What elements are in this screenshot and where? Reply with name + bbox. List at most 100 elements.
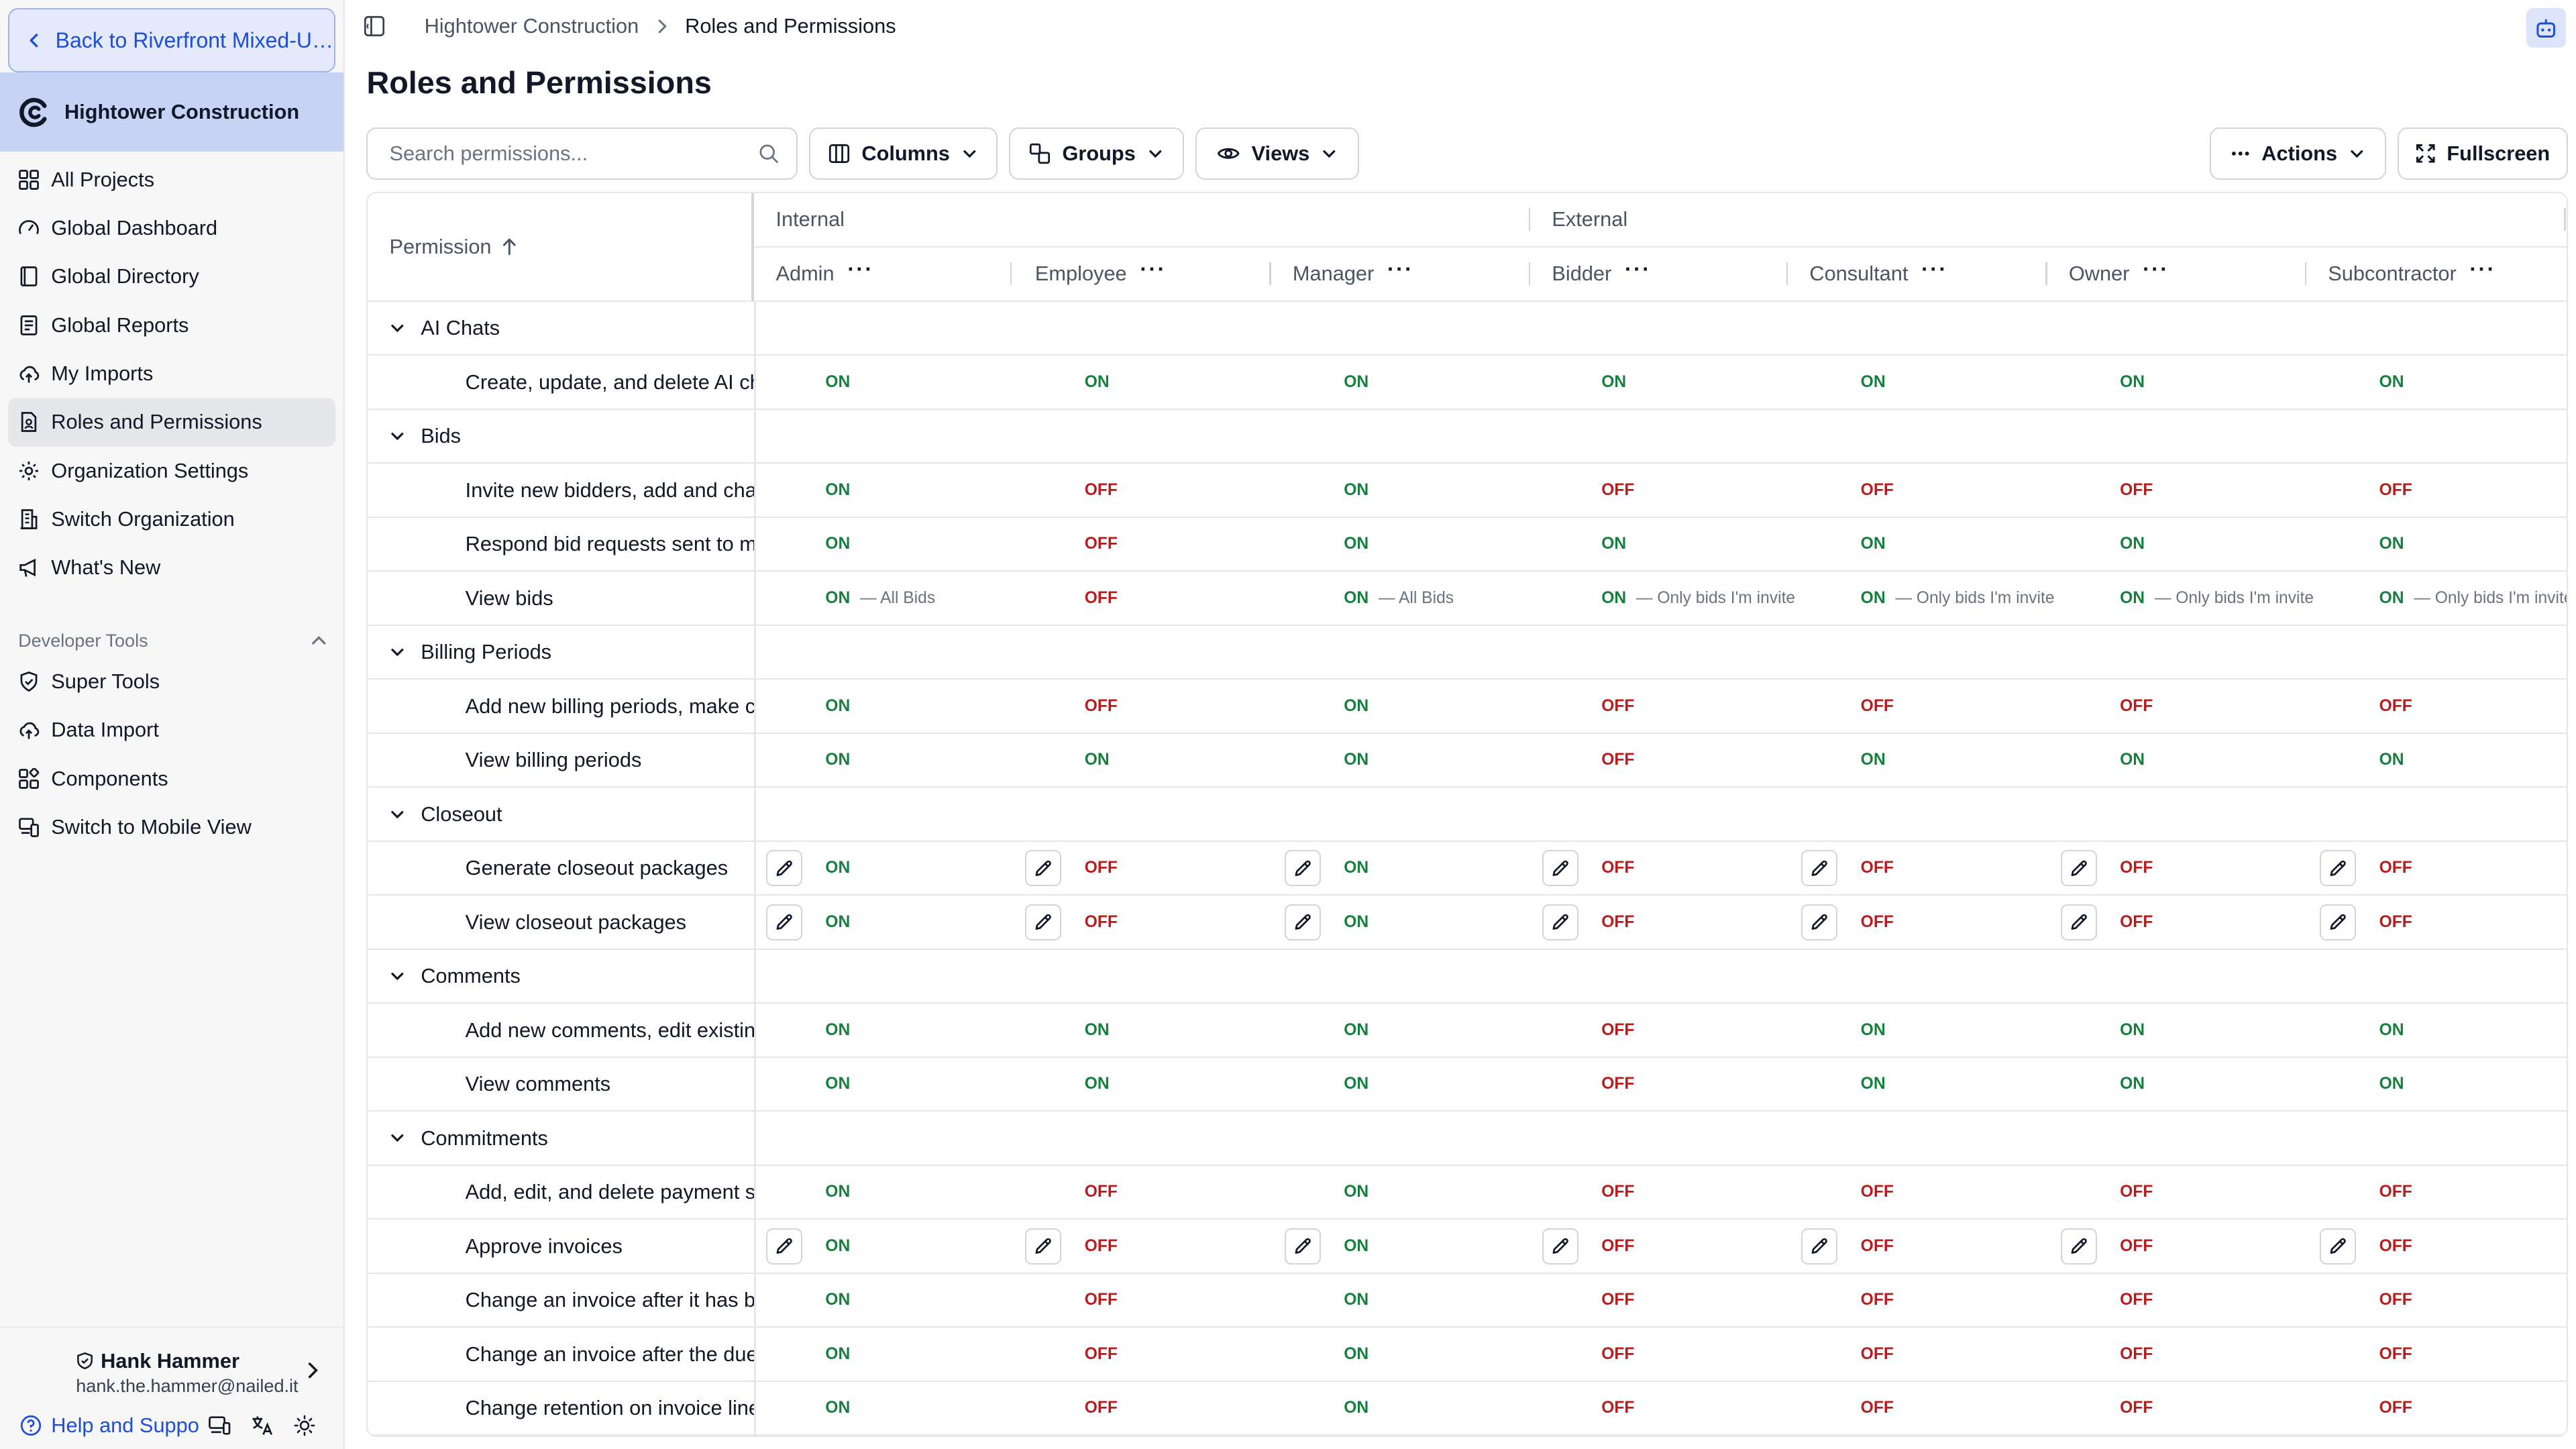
- role-header-subcontractor[interactable]: Subcontractor ···: [2306, 248, 2567, 302]
- help-and-support-link[interactable]: Help and Suppo: [20, 1413, 199, 1438]
- category-toggle[interactable]: Comments: [389, 950, 521, 1003]
- permission-value-cell[interactable]: OFF: [1861, 1382, 2076, 1435]
- sidebar-toggle-icon[interactable]: [364, 15, 385, 37]
- dev-item-super-tools[interactable]: Super Tools: [8, 657, 335, 706]
- permission-value-cell[interactable]: OFF: [2379, 1220, 2567, 1273]
- edit-permission-button[interactable]: [1284, 904, 1321, 941]
- permission-value-cell[interactable]: ON — Only bids I'm invite: [1601, 572, 1816, 625]
- permission-value-cell[interactable]: ON: [1085, 734, 1299, 787]
- category-row[interactable]: Comments: [368, 949, 2567, 1004]
- permission-value-cell[interactable]: ON: [1344, 1166, 1558, 1219]
- actions-button[interactable]: Actions: [2209, 127, 2386, 180]
- permission-value-cell[interactable]: ON: [1601, 356, 1816, 409]
- sidebar-item-my-imports[interactable]: My Imports: [8, 350, 335, 398]
- role-header-owner[interactable]: Owner ···: [2047, 248, 2307, 302]
- permission-value-cell[interactable]: OFF: [2379, 1382, 2567, 1435]
- permission-value-cell[interactable]: OFF: [2120, 1328, 2334, 1381]
- category-row[interactable]: Billing Periods: [368, 625, 2567, 680]
- edit-permission-button[interactable]: [765, 850, 802, 887]
- user-block[interactable]: Hank Hammer hank.the.hammer@nailed.it He…: [0, 1326, 343, 1449]
- permission-value-cell[interactable]: ON: [1601, 518, 1816, 571]
- role-header-employee[interactable]: Employee ···: [1013, 248, 1271, 302]
- columns-button[interactable]: Columns: [809, 127, 998, 180]
- permission-value-cell[interactable]: ON: [1344, 896, 1558, 949]
- fullscreen-button[interactable]: Fullscreen: [2398, 127, 2568, 180]
- sidebar-item-global-dashboard[interactable]: Global Dashboard: [8, 204, 335, 252]
- edit-permission-button[interactable]: [1025, 1228, 1062, 1265]
- edit-permission-button[interactable]: [1801, 904, 1838, 941]
- permission-value-cell[interactable]: OFF: [1861, 1220, 2076, 1273]
- permission-value-cell[interactable]: OFF: [2379, 464, 2567, 517]
- permission-value-cell[interactable]: ON: [1344, 1220, 1558, 1273]
- permission-value-cell[interactable]: ON: [1344, 734, 1558, 787]
- permission-value-cell[interactable]: OFF: [2379, 1166, 2567, 1219]
- edit-permission-button[interactable]: [2319, 850, 2357, 887]
- permission-value-cell[interactable]: ON: [825, 896, 1040, 949]
- permission-value-cell[interactable]: OFF: [1085, 1166, 1299, 1219]
- permission-value-cell[interactable]: OFF: [1601, 1058, 1816, 1111]
- permission-value-cell[interactable]: ON: [1344, 1058, 1558, 1111]
- permission-value-cell[interactable]: OFF: [1861, 896, 2076, 949]
- edit-permission-button[interactable]: [2060, 850, 2097, 887]
- permission-value-cell[interactable]: ON: [1861, 1058, 2076, 1111]
- permission-value-cell[interactable]: ON: [2120, 356, 2334, 409]
- permission-value-cell[interactable]: ON: [2120, 518, 2334, 571]
- devices-icon[interactable]: [208, 1415, 231, 1436]
- dev-item-components[interactable]: Components: [8, 754, 335, 802]
- category-row[interactable]: AI Chats: [368, 301, 2567, 356]
- breadcrumb-parent[interactable]: Hightower Construction: [424, 14, 639, 38]
- permission-value-cell[interactable]: ON — Only bids I'm invite: [2379, 572, 2567, 625]
- sidebar-item-switch-organization[interactable]: Switch Organization: [8, 495, 335, 543]
- permission-value-cell[interactable]: OFF: [1861, 1274, 2076, 1327]
- permission-value-cell[interactable]: OFF: [1601, 1382, 1816, 1435]
- permission-value-cell[interactable]: OFF: [2379, 1274, 2567, 1327]
- groups-button[interactable]: Groups: [1009, 127, 1184, 180]
- sidebar-item-all-projects[interactable]: All Projects: [8, 155, 335, 203]
- permission-value-cell[interactable]: ON: [825, 1328, 1040, 1381]
- permission-value-cell[interactable]: ON: [1344, 1004, 1558, 1057]
- developer-tools-header[interactable]: Developer Tools: [18, 627, 327, 653]
- permission-value-cell[interactable]: OFF: [2120, 680, 2334, 733]
- permission-value-cell[interactable]: ON: [2120, 734, 2334, 787]
- sun-icon[interactable]: [294, 1415, 315, 1436]
- permission-value-cell[interactable]: OFF: [1085, 842, 1299, 895]
- permission-value-cell[interactable]: ON: [1344, 518, 1558, 571]
- permission-value-cell[interactable]: ON: [1861, 734, 2076, 787]
- permission-value-cell[interactable]: ON: [2379, 518, 2567, 571]
- permission-value-cell[interactable]: OFF: [1085, 1220, 1299, 1273]
- views-button[interactable]: Views: [1195, 127, 1359, 180]
- permission-value-cell[interactable]: OFF: [1861, 680, 2076, 733]
- dev-item-switch-to-mobile-view[interactable]: Switch to Mobile View: [8, 803, 335, 851]
- permission-value-cell[interactable]: OFF: [1601, 1004, 1816, 1057]
- search-input[interactable]: [389, 141, 745, 166]
- sidebar-item-global-directory[interactable]: Global Directory: [8, 252, 335, 301]
- permission-value-cell[interactable]: OFF: [1601, 1328, 1816, 1381]
- category-row[interactable]: Commitments: [368, 1112, 2567, 1166]
- permission-value-cell[interactable]: OFF: [2120, 842, 2334, 895]
- permission-value-cell[interactable]: ON: [825, 464, 1040, 517]
- permission-value-cell[interactable]: ON: [1344, 1274, 1558, 1327]
- permission-value-cell[interactable]: OFF: [1085, 680, 1299, 733]
- role-header-consultant[interactable]: Consultant ···: [1788, 248, 2047, 302]
- category-toggle[interactable]: Closeout: [389, 788, 502, 841]
- more-options-icon[interactable]: ···: [1387, 256, 1414, 281]
- permission-value-cell[interactable]: OFF: [2120, 1220, 2334, 1273]
- edit-permission-button[interactable]: [1025, 850, 1062, 887]
- edit-permission-button[interactable]: [1025, 904, 1062, 941]
- more-options-icon[interactable]: ···: [1140, 256, 1167, 281]
- permission-value-cell[interactable]: OFF: [1601, 1166, 1816, 1219]
- category-toggle[interactable]: Billing Periods: [389, 626, 551, 679]
- permission-value-cell[interactable]: OFF: [1085, 1274, 1299, 1327]
- permission-value-cell[interactable]: OFF: [1085, 1382, 1299, 1435]
- permission-value-cell[interactable]: ON: [2379, 1004, 2567, 1057]
- permission-value-cell[interactable]: OFF: [2379, 842, 2567, 895]
- permission-value-cell[interactable]: OFF: [1085, 1328, 1299, 1381]
- permission-value-cell[interactable]: OFF: [1601, 464, 1816, 517]
- edit-permission-button[interactable]: [765, 904, 802, 941]
- role-header-bidder[interactable]: Bidder ···: [1530, 248, 1788, 302]
- permission-value-cell[interactable]: OFF: [1085, 464, 1299, 517]
- permission-value-cell[interactable]: OFF: [1861, 464, 2076, 517]
- edit-permission-button[interactable]: [2060, 1228, 2097, 1265]
- edit-permission-button[interactable]: [1542, 850, 1578, 887]
- permission-value-cell[interactable]: ON: [825, 734, 1040, 787]
